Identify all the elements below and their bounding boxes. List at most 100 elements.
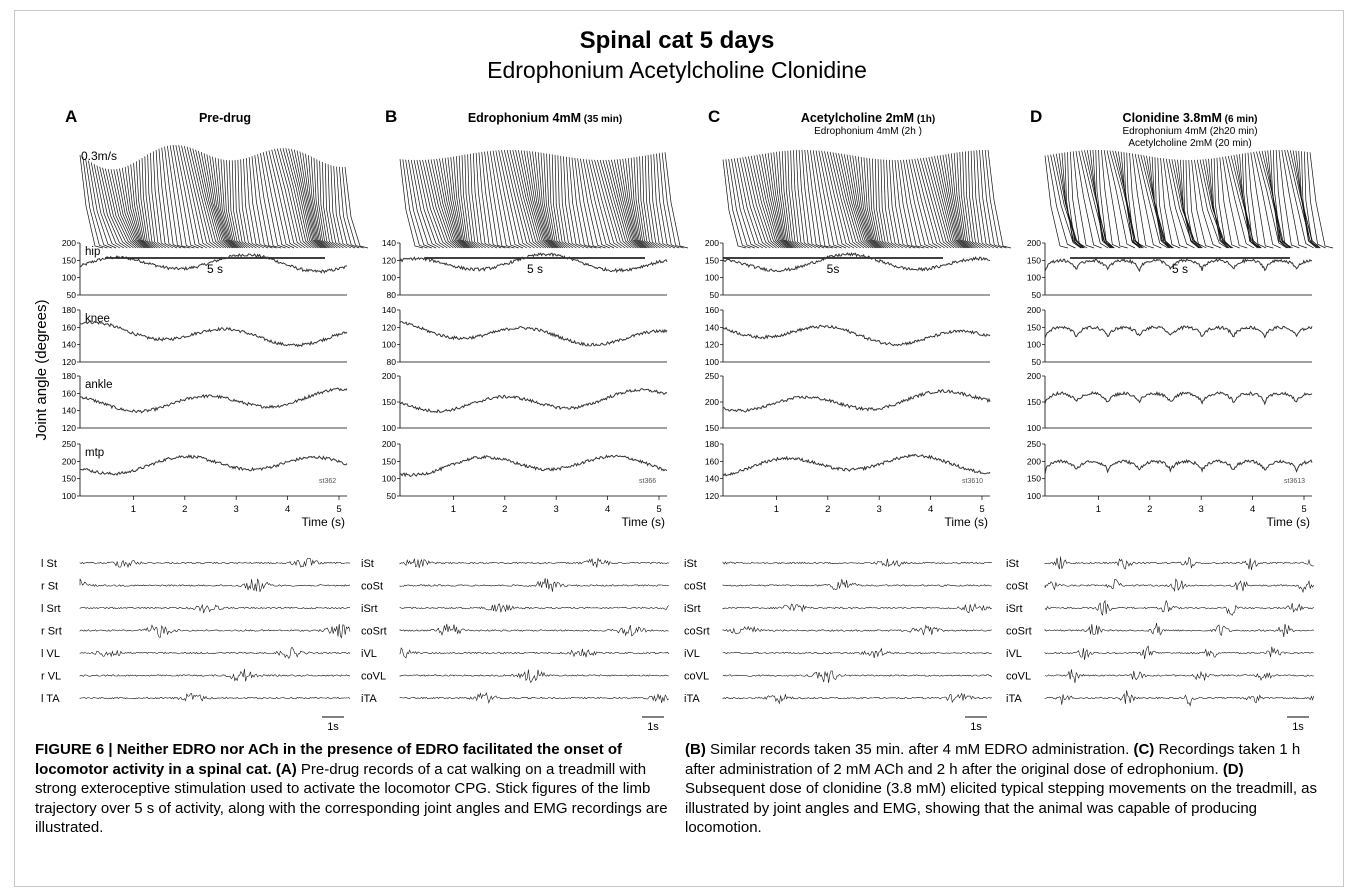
stick-line	[526, 150, 554, 249]
x-tick-label: 2	[502, 504, 507, 515]
emg-channel-label: coSt	[684, 581, 706, 593]
y-tick-label: 100	[1027, 491, 1041, 501]
x-tick-label: 5	[1301, 504, 1306, 515]
stick-line	[838, 153, 870, 249]
stick-line	[1095, 149, 1112, 249]
stick-line	[124, 166, 148, 249]
stick-line	[198, 150, 229, 249]
stick-line	[518, 150, 549, 249]
stick-line	[439, 158, 466, 249]
stick-line	[322, 162, 338, 249]
stick-line	[1222, 156, 1248, 249]
stick-line	[1103, 150, 1128, 249]
emg-trace	[1044, 622, 1314, 638]
joint-angle-trace	[399, 252, 668, 274]
stick-line	[934, 156, 963, 249]
stick-line	[172, 145, 199, 249]
x-tick-label: 4	[285, 504, 290, 515]
y-tick-label: 80	[387, 357, 397, 367]
stick-line	[413, 159, 445, 249]
caption-lead: FIGURE 6 | Neither EDRO nor ACh in the p…	[35, 741, 623, 778]
y-tick-label: 150	[1027, 255, 1041, 265]
stick-figure	[79, 144, 369, 249]
emg-trace	[79, 557, 351, 568]
stick-line	[534, 151, 557, 249]
stick-line	[1219, 157, 1240, 249]
stick-line	[487, 151, 510, 249]
stick-line	[1213, 158, 1230, 249]
emg-channel-label: l St	[41, 558, 57, 570]
record-id: st3613	[1284, 478, 1305, 485]
stick-line	[90, 162, 121, 249]
stick-line	[220, 159, 240, 249]
panel-title-suffix: (35 min)	[581, 114, 622, 125]
stick-line	[274, 148, 306, 249]
stick-line	[444, 157, 468, 249]
x-tick-label: 2	[182, 504, 187, 515]
panel-letter: B	[385, 107, 397, 126]
stick-line	[260, 153, 286, 249]
y-tick-label: 100	[705, 273, 719, 283]
stick-line	[818, 150, 847, 249]
stick-line	[441, 158, 467, 249]
stick-line	[1210, 158, 1229, 249]
emg-trace	[722, 692, 992, 705]
emg-channel-label: l VL	[41, 648, 60, 660]
emg-channel-label: l Srt	[41, 603, 61, 615]
record-id: st3610	[962, 478, 983, 485]
stick-line	[540, 152, 560, 249]
caption-text-b: Similar records taken 35 min. after 4 mM…	[705, 741, 1134, 758]
stick-line	[489, 150, 515, 249]
joint-angle-trace	[722, 453, 991, 477]
y-tick-label: 120	[382, 255, 396, 265]
stick-line	[908, 159, 938, 249]
stick-line	[883, 159, 900, 249]
stick-line	[262, 152, 290, 249]
stick-line	[96, 165, 128, 249]
emg-channel-label: coSt	[361, 581, 383, 593]
y-tick-label: 100	[382, 423, 396, 433]
stick-line	[1101, 150, 1121, 249]
stick-line	[832, 152, 865, 249]
emg-trace	[1044, 556, 1314, 570]
emg-trace	[399, 669, 669, 684]
y-tick-label: 100	[382, 273, 396, 283]
stick-line	[467, 154, 483, 249]
stick-line	[779, 151, 797, 249]
y-tick-label: 180	[62, 371, 76, 381]
stick-line	[447, 157, 470, 249]
x-tick-label: 3	[234, 504, 239, 515]
figure-6: Spinal cat 5 days Edrophonium Acetylchol…	[33, 27, 1334, 733]
y-tick-label: 200	[62, 238, 76, 248]
stick-line	[1227, 155, 1260, 249]
stick-line	[330, 165, 348, 249]
stick-line	[574, 157, 597, 249]
stick-line	[644, 155, 661, 249]
emg-channel-label: iTA	[1006, 693, 1022, 705]
stick-line	[1194, 159, 1222, 249]
stick-line	[147, 154, 163, 249]
stick-line	[110, 169, 141, 249]
stick-line	[762, 153, 789, 249]
panel-title: Pre-drug	[199, 111, 251, 125]
stick-line	[470, 153, 487, 249]
stick-line	[1070, 151, 1088, 249]
stick-line	[742, 157, 774, 249]
stick-time-label: 5 s	[1172, 262, 1188, 276]
y-tick-label: 120	[382, 322, 396, 332]
stick-line	[733, 158, 764, 249]
stick-line	[1117, 151, 1143, 249]
emg-scale-label: 1s	[970, 721, 982, 733]
emg-channel-label: coSt	[1006, 581, 1028, 593]
joint-label: hip	[85, 246, 100, 258]
stick-line	[1050, 154, 1082, 249]
x-tick-label: 3	[877, 504, 882, 515]
stick-line	[951, 153, 971, 249]
y-tick-label: 100	[382, 474, 396, 484]
stick-line	[582, 158, 610, 249]
stick-line	[1225, 156, 1255, 249]
y-tick-label: 140	[62, 406, 76, 416]
stick-line	[1106, 150, 1136, 249]
y-tick-label: 200	[62, 456, 76, 466]
y-tick-label: 50	[67, 290, 77, 300]
